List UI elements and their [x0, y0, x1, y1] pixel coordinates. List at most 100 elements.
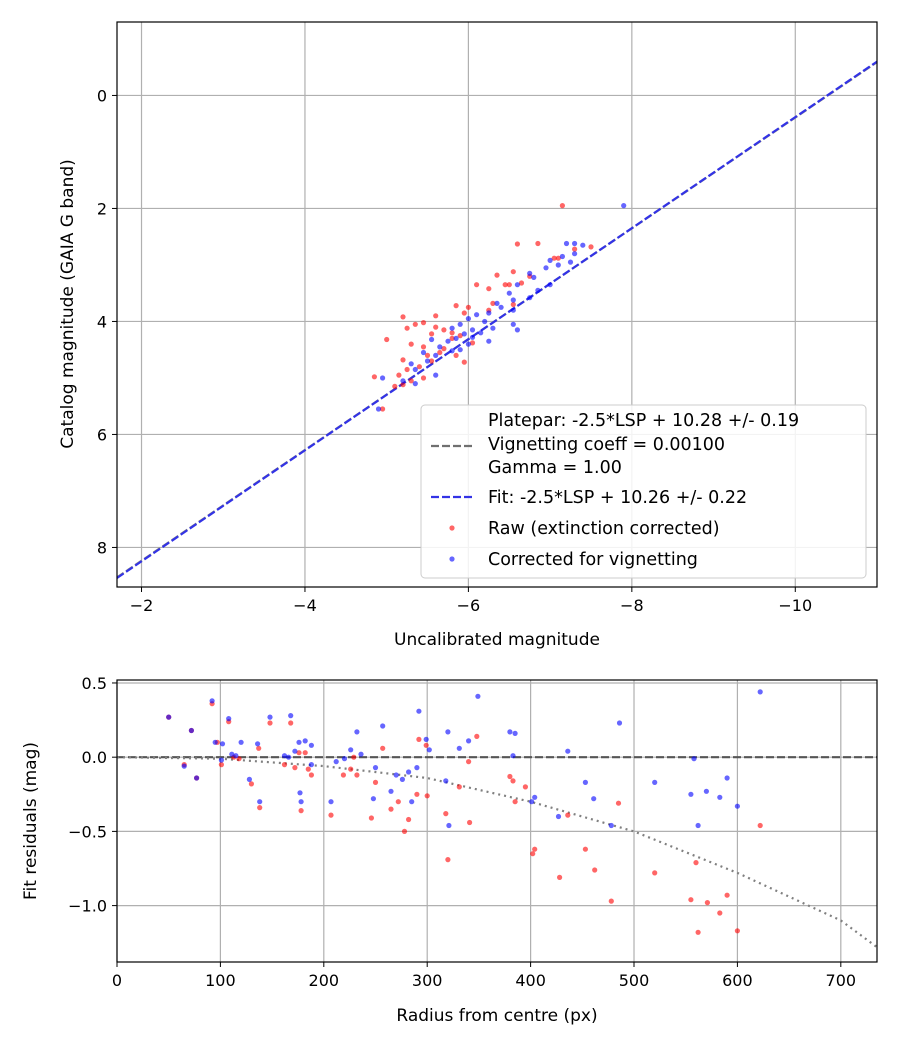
bottom-plot-x-label: Radius from centre (px)	[396, 1006, 597, 1026]
top-corrected-point	[457, 321, 463, 327]
top-corrected-point	[580, 242, 586, 248]
top-raw-point	[441, 327, 447, 333]
bottom-corrected-point	[532, 794, 538, 800]
bottom-corrected-point	[703, 788, 710, 794]
bottom-corrected-point	[308, 762, 314, 768]
bottom-corrected-point	[652, 779, 658, 786]
top-raw-point	[371, 374, 377, 380]
bottom-corrected-point	[616, 720, 623, 726]
top-raw-point	[506, 282, 512, 288]
legend-entry-platepar: Platepar: -2.5*LSP + 10.28 +/- 0.19	[488, 411, 799, 431]
top-corrected-point	[547, 257, 553, 263]
legend-entry-raw: Raw (extinction corrected)	[488, 519, 720, 539]
top-corrected-point	[433, 352, 439, 358]
top-raw-point	[453, 303, 459, 309]
top-raw-point	[416, 364, 422, 370]
top-raw-point	[457, 333, 463, 339]
bottom-corrected-point	[302, 738, 308, 744]
top-corrected-point	[527, 295, 533, 301]
bottom-plot-y-label: Fit residuals (mag)	[21, 742, 41, 900]
bottom-raw-point	[256, 745, 262, 751]
bottom-corrected-point	[267, 714, 273, 720]
top-raw-point	[380, 406, 386, 412]
bottom-corrected-point	[328, 799, 334, 805]
top-plot-x-label: Uncalibrated magnitude	[394, 630, 600, 650]
top-y-tick-label: 6	[97, 425, 107, 444]
bottom-raw-point	[248, 781, 254, 787]
top-raw-point	[420, 375, 427, 381]
bottom-corrected-point	[507, 729, 513, 735]
top-raw-point	[396, 372, 402, 378]
bottom-x-tick-label: 300	[412, 971, 443, 990]
bottom-corrected-point	[209, 698, 215, 704]
bottom-corrected-point	[406, 769, 412, 775]
top-raw-point	[514, 241, 521, 247]
top-corrected-point	[510, 297, 516, 303]
top-raw-point	[474, 282, 480, 288]
top-raw-point	[400, 357, 406, 363]
top-corrected-point	[559, 253, 566, 260]
top-raw-point	[404, 366, 410, 373]
bottom-raw-point	[443, 811, 449, 817]
bottom-raw-point	[302, 750, 308, 756]
top-corrected-point	[555, 262, 561, 268]
legend-entry-fit: Fit: -2.5*LSP + 10.26 +/- 0.22	[488, 488, 747, 508]
bottom-raw-point	[582, 846, 589, 852]
bottom-plot-points	[166, 689, 763, 935]
top-corrected-point	[412, 366, 418, 373]
bottom-raw-point	[288, 720, 294, 726]
top-corrected-point	[469, 334, 476, 340]
bottom-corrected-point	[229, 751, 235, 757]
top-raw-point	[429, 358, 435, 364]
top-raw-point	[429, 331, 435, 337]
top-raw-point	[461, 359, 467, 365]
bottom-corrected-point	[443, 778, 449, 784]
bottom-raw-point	[474, 733, 480, 740]
bottom-raw-point	[296, 750, 302, 756]
bottom-corrected-point	[466, 738, 472, 744]
top-raw-point	[465, 304, 471, 310]
bottom-plot-frame	[116, 679, 878, 963]
top-raw-point	[510, 269, 516, 275]
top-raw-point	[420, 344, 427, 350]
bottom-corrected-point	[341, 756, 348, 762]
bottom-corrected-point	[691, 756, 697, 762]
bottom-corrected-point	[695, 822, 701, 829]
bottom-raw-point	[281, 762, 288, 768]
top-raw-point	[535, 240, 541, 247]
bottom-corrected-point	[255, 741, 261, 747]
residuals-plot: 0 100 200 300 400 500 600 700 0.5 0.0 −0.5 −1.0 Rad…	[21, 674, 878, 1026]
top-corrected-point	[375, 406, 382, 412]
top-corrected-point	[543, 265, 549, 271]
top-raw-point	[384, 336, 390, 343]
top-plot-frame	[116, 21, 878, 588]
bottom-raw-point	[305, 766, 311, 772]
bottom-corrected-point	[608, 822, 614, 829]
top-corrected-point	[400, 378, 406, 384]
bottom-x-tick-label: 100	[205, 971, 236, 990]
bottom-corrected-point	[358, 751, 364, 757]
top-x-tick-label: −4	[293, 596, 317, 615]
top-corrected-point	[465, 316, 471, 322]
bottom-corrected-point	[399, 776, 405, 783]
top-corrected-point	[563, 240, 570, 247]
bottom-raw-point	[717, 910, 723, 916]
bottom-corrected-point	[296, 739, 302, 745]
bottom-raw-point	[401, 828, 408, 835]
top-corrected-point	[514, 327, 521, 333]
bottom-y-tick-label: 0.5	[82, 674, 107, 693]
bottom-raw-point	[734, 928, 741, 934]
top-raw-point	[551, 255, 557, 261]
bottom-corrected-point	[757, 689, 763, 695]
bottom-corrected-point	[475, 693, 481, 699]
top-raw-point	[502, 282, 508, 288]
top-corrected-point	[510, 321, 516, 327]
top-corrected-point	[490, 325, 496, 331]
top-raw-point	[559, 203, 566, 209]
bottom-corrected-point	[292, 748, 298, 754]
top-corrected-point	[449, 348, 455, 354]
top-raw-point	[433, 324, 439, 330]
top-corrected-point	[498, 304, 504, 310]
top-corrected-point	[412, 381, 418, 387]
